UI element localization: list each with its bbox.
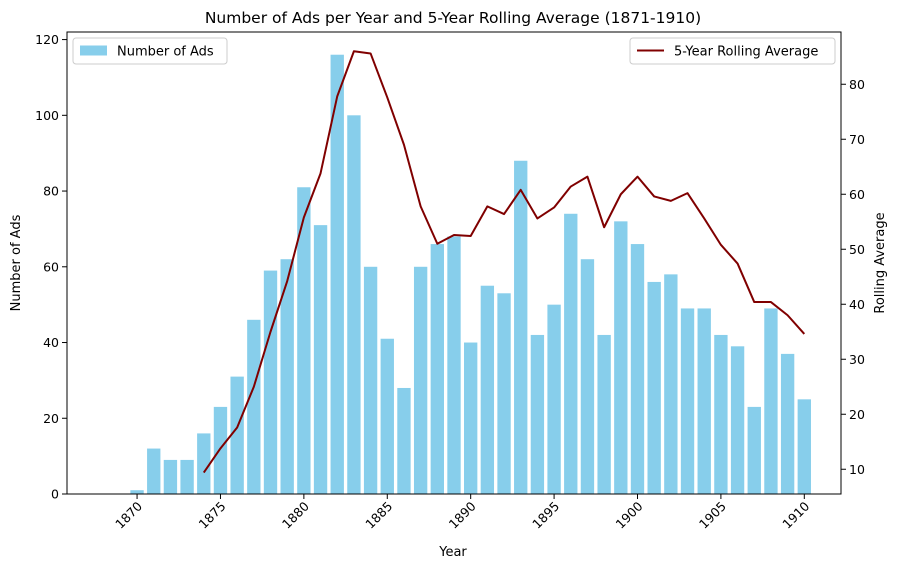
- legend-line: 5-Year Rolling Average: [629, 37, 836, 65]
- y2-tick-label: 50: [849, 242, 865, 257]
- bar: [230, 376, 244, 494]
- bar: [147, 448, 161, 494]
- legend-line-label: 5-Year Rolling Average: [674, 45, 818, 60]
- legend-line-frame: [629, 37, 836, 65]
- bar: [213, 406, 228, 494]
- bar: [514, 160, 528, 495]
- bar: [380, 338, 394, 494]
- bar: [597, 334, 611, 494]
- bar: [297, 187, 311, 494]
- y-tick-label: 0: [51, 487, 59, 502]
- bar: [747, 406, 761, 494]
- y2-tick-label: 80: [849, 77, 865, 92]
- y2-axis-label: Rolling Average: [873, 212, 888, 313]
- y2-tick-label: 20: [849, 407, 865, 422]
- y2-tick-label: 10: [849, 462, 865, 477]
- bar: [480, 285, 495, 494]
- bar: [247, 319, 261, 494]
- y-tick-label: 60: [43, 259, 59, 274]
- bar: [180, 459, 194, 494]
- y-axis-label: Number of Ads: [9, 214, 24, 311]
- legend-bars-label: Number of Ads: [117, 45, 214, 60]
- y2-tick-label: 70: [849, 132, 865, 147]
- bar: [797, 399, 811, 494]
- y-axis: 0 20 40 60 80 100 120: [35, 32, 67, 502]
- bar: [430, 244, 444, 494]
- legend-bars-swatch: [80, 45, 107, 56]
- x-axis-label: Year: [438, 545, 467, 560]
- y2-tick-label: 40: [849, 297, 865, 312]
- bar: [580, 259, 595, 494]
- y2-tick-label: 30: [849, 352, 865, 367]
- bar: [413, 266, 428, 494]
- rolling-average-line: [202, 50, 806, 474]
- legend-bars: Number of Ads: [72, 37, 228, 65]
- bar: [363, 266, 378, 494]
- y-tick-label: 120: [35, 32, 59, 47]
- x-tick-label: 1895: [529, 499, 562, 532]
- bar: [547, 304, 561, 494]
- x-tick-label: 1890: [446, 498, 479, 531]
- bar: [197, 433, 211, 494]
- legend-bars-frame: [72, 37, 228, 65]
- bar: [447, 236, 461, 494]
- x-tick-label: 1880: [279, 498, 312, 531]
- x-tick-label: 1900: [613, 498, 646, 531]
- bar: [780, 353, 795, 494]
- bar: [163, 459, 178, 494]
- bar: [130, 490, 144, 494]
- y-tick-label: 80: [43, 184, 59, 199]
- bar: [614, 221, 628, 494]
- y2-tick-label: 60: [849, 187, 865, 202]
- bar: [630, 244, 645, 494]
- y-tick-label: 20: [43, 411, 59, 426]
- x-tick-label: 1870: [112, 498, 145, 531]
- bar: [464, 342, 478, 494]
- bar: [697, 308, 711, 494]
- bar: [664, 274, 678, 494]
- line-layer: [202, 50, 806, 474]
- x-axis: 1870 1875 1880 1885 1890 1895 1900 1905 1910: [112, 494, 812, 532]
- bar: [530, 334, 545, 494]
- bar: [564, 213, 578, 494]
- bar: [647, 281, 661, 494]
- x-tick-label: 1910: [779, 498, 812, 531]
- bar: [714, 334, 728, 494]
- bar: [280, 259, 294, 494]
- x-tick-label: 1885: [362, 499, 395, 532]
- bar: [397, 387, 411, 494]
- bar: [263, 270, 278, 494]
- bar: [730, 346, 745, 494]
- y-tick-label: 100: [35, 108, 59, 123]
- y-tick-label: 40: [43, 335, 59, 350]
- bar: [347, 115, 361, 495]
- y2-axis: 10 20 30 40 50 60 70 80: [841, 77, 865, 477]
- x-tick-label: 1875: [195, 499, 228, 532]
- bar: [330, 54, 344, 494]
- bar: [764, 308, 778, 494]
- bar: [313, 225, 328, 494]
- bar: [680, 308, 695, 494]
- chart-title: Number of Ads per Year and 5-Year Rollin…: [205, 9, 701, 27]
- plot-frame: [66, 31, 842, 495]
- bar: [497, 293, 511, 494]
- bars-group: [130, 54, 811, 495]
- x-tick-label: 1905: [696, 499, 729, 532]
